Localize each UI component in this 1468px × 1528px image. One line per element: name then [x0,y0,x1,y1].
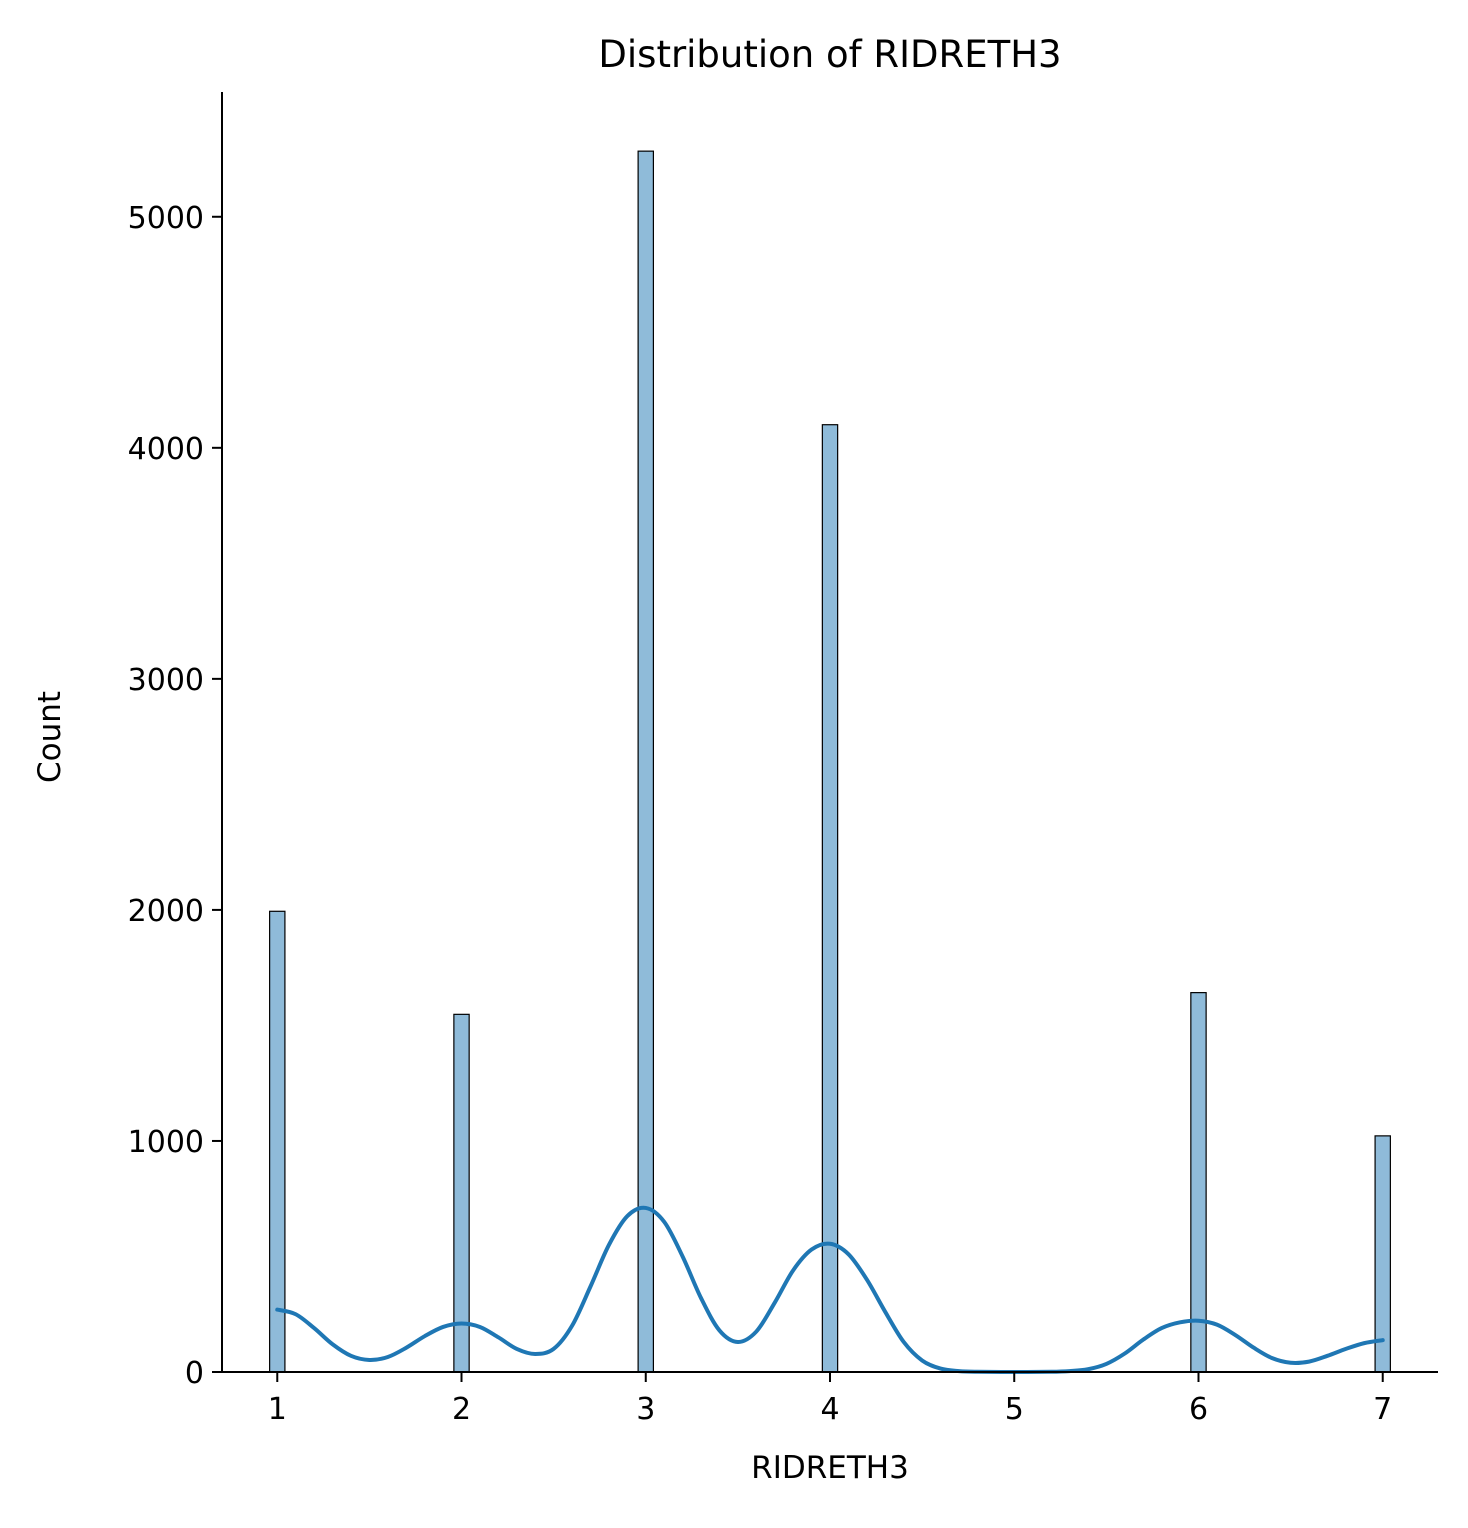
histogram-bar [269,910,286,1373]
x-tick-label: 6 [1189,1392,1208,1427]
bars-layer [269,150,1391,1373]
y-ticks: 0 1000 2000 3000 4000 5000 [128,201,222,1391]
y-tick-label: 0 [185,1356,204,1391]
chart-title: Distribution of RIDRETH3 [598,33,1061,76]
histogram-bar [453,1013,470,1373]
x-tick-label: 2 [452,1392,471,1427]
x-ticks: 1 2 3 4 5 6 7 [268,1372,1392,1427]
x-tick-label: 5 [1005,1392,1024,1427]
histogram-bar [1190,992,1207,1373]
x-tick-label: 1 [268,1392,287,1427]
y-tick-label: 1000 [128,1125,204,1160]
x-tick-label: 7 [1373,1392,1392,1427]
y-tick-label: 3000 [128,663,204,698]
kde-line [275,1205,1385,1374]
y-tick-label: 4000 [128,432,204,467]
histogram-bar [1374,1135,1391,1373]
kde-layer [275,1205,1385,1374]
histogram-bar [637,150,655,1373]
y-tick-label: 5000 [128,201,204,236]
x-tick-label: 4 [820,1392,839,1427]
x-tick-label: 3 [636,1392,655,1427]
y-tick-label: 2000 [128,894,204,929]
y-axis-title: Count [32,691,68,783]
histogram-bar [821,424,839,1373]
x-axis-title: RIDRETH3 [751,1450,909,1486]
